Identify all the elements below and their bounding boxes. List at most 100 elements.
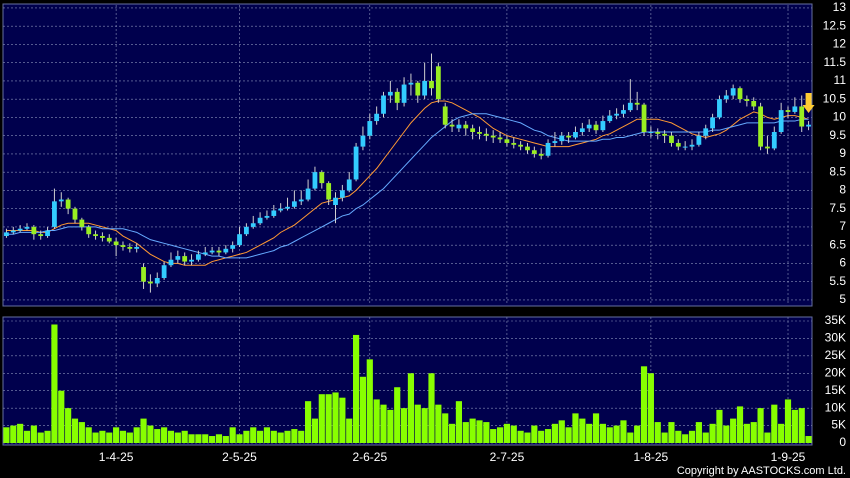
volume-bar: [195, 434, 202, 443]
volume-bar: [305, 401, 312, 443]
volume-bar: [394, 387, 401, 443]
volume-bar: [174, 432, 181, 443]
volume-bar: [167, 430, 175, 443]
candle-body: [10, 230, 16, 233]
y-tick-label: 8: [839, 183, 846, 197]
candle-body: [758, 106, 763, 147]
candle-body: [799, 106, 805, 127]
candle-body: [24, 226, 30, 229]
candle-body: [31, 226, 37, 235]
volume-bar: [778, 423, 785, 443]
volume-bar: [558, 420, 565, 443]
volume-bar: [613, 425, 620, 443]
candle-body: [113, 241, 119, 246]
candle-body: [655, 132, 661, 134]
candle-body: [237, 234, 242, 246]
y-tick-label: 12: [833, 37, 847, 51]
candle-body: [175, 256, 181, 260]
volume-bar: [661, 432, 668, 443]
volume-bar: [17, 423, 24, 443]
volume-bar: [798, 408, 805, 443]
volume-bar: [805, 436, 812, 443]
candle-body: [710, 117, 715, 129]
candle-body: [751, 100, 757, 107]
volume-bar: [263, 427, 271, 443]
volume-bar: [757, 408, 764, 443]
candle-body: [333, 197, 338, 205]
volume-bar: [311, 418, 319, 443]
candle-body: [45, 230, 50, 237]
volume-bar: [119, 430, 127, 443]
candle-body: [264, 215, 270, 218]
candle-body: [271, 210, 277, 216]
y-tick-label: 30K: [825, 331, 846, 345]
candle-body: [545, 142, 551, 156]
candle-body: [209, 250, 215, 253]
candle-body: [552, 141, 558, 143]
volume-bar: [154, 429, 161, 443]
volume-bar: [627, 432, 634, 443]
candle-body: [504, 139, 510, 143]
x-tick-label: 1-8-25: [634, 450, 669, 464]
last-price-arrow: [802, 93, 815, 114]
volume-bar: [284, 430, 291, 443]
moving-average-line: [6, 100, 809, 266]
volume-bar: [531, 425, 538, 443]
candle-body: [765, 146, 770, 149]
x-tick-label: 1-4-25: [99, 450, 134, 464]
candle-body: [141, 267, 146, 282]
volume-bar: [791, 409, 798, 443]
volume-bar: [709, 423, 716, 443]
volume-bar: [250, 427, 257, 443]
candle-body: [58, 199, 64, 202]
volume-bar: [455, 401, 463, 443]
candle-body: [422, 80, 428, 96]
y-tick-label: 7: [839, 219, 846, 233]
volume-bar: [10, 425, 17, 443]
volume-bar: [44, 430, 51, 443]
candle-body: [339, 190, 345, 198]
candle-body: [17, 228, 23, 231]
volume-bar: [524, 432, 531, 443]
candle-body: [278, 208, 284, 211]
volume-bar: [469, 418, 476, 443]
candle-body: [387, 91, 393, 96]
candle-body: [161, 265, 167, 278]
volume-bar: [257, 430, 264, 443]
candle-body: [607, 115, 613, 122]
volume-bar: [366, 359, 373, 443]
volume-bar: [538, 430, 545, 443]
y-tick-label: 7.5: [829, 201, 846, 215]
volume-bar: [181, 430, 188, 443]
volume-bar: [723, 425, 730, 443]
x-tick-label: 2-6-25: [352, 450, 387, 464]
candle-body: [717, 99, 722, 118]
candle-body: [216, 250, 222, 253]
candle-body: [579, 128, 585, 133]
candle-body: [291, 201, 297, 207]
candle-body: [168, 259, 174, 266]
candle-body: [154, 277, 160, 284]
candle-body: [785, 110, 791, 112]
volume-bar: [647, 373, 654, 443]
y-tick-label: 0: [839, 435, 846, 449]
volume-bar: [51, 324, 58, 443]
volume-bar: [551, 423, 558, 443]
volume-bar: [640, 366, 648, 443]
candle-body: [771, 132, 777, 149]
candle-body: [415, 82, 421, 96]
y-tick-label: 8.5: [829, 164, 846, 178]
candle-body: [723, 95, 729, 100]
candle-body: [223, 248, 229, 253]
volume-bar: [544, 429, 552, 443]
volume-bar: [209, 436, 216, 443]
candle-body: [195, 254, 201, 260]
candle-body: [689, 144, 695, 147]
volume-bar: [688, 430, 696, 443]
candle-body: [531, 150, 537, 154]
candle-body: [442, 106, 448, 125]
candle-body: [641, 104, 647, 133]
volume-bar: [496, 427, 504, 443]
volume-bar: [58, 390, 65, 443]
